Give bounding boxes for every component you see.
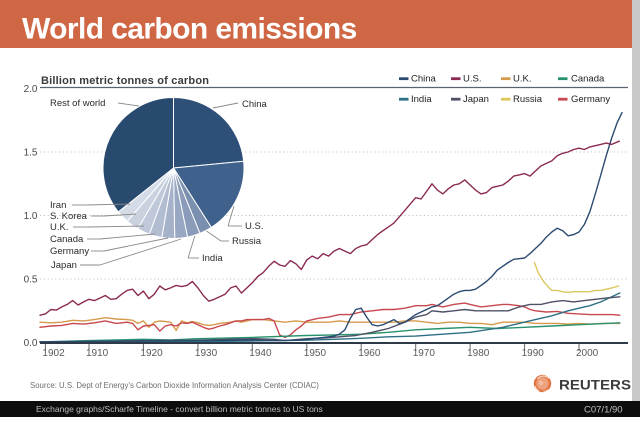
svg-text:U.S.: U.S. <box>245 221 263 232</box>
svg-text:Exchange graphs/Scharfe Timeli: Exchange graphs/Scharfe Timeline - conve… <box>36 404 323 414</box>
svg-text:S. Korea: S. Korea <box>50 211 88 222</box>
svg-text:China: China <box>242 99 268 110</box>
svg-text:U.S.: U.S. <box>463 74 481 85</box>
svg-text:Russia: Russia <box>232 236 262 247</box>
svg-text:Japan: Japan <box>463 94 489 105</box>
svg-text:2000: 2000 <box>576 348 599 359</box>
svg-text:1980: 1980 <box>467 348 490 359</box>
svg-text:1930: 1930 <box>195 348 218 359</box>
svg-text:1902: 1902 <box>42 348 65 359</box>
svg-text:C07/1/90: C07/1/90 <box>584 405 623 416</box>
svg-text:2.0: 2.0 <box>24 84 38 95</box>
svg-text:1950: 1950 <box>304 348 327 359</box>
svg-text:REUTERS: REUTERS <box>559 377 631 393</box>
svg-text:1990: 1990 <box>522 348 545 359</box>
svg-text:1910: 1910 <box>86 348 109 359</box>
svg-text:1920: 1920 <box>140 348 163 359</box>
svg-text:0.0: 0.0 <box>24 338 38 349</box>
svg-text:Canada: Canada <box>571 74 605 85</box>
svg-text:Source: U.S. Dept of Energy’s: Source: U.S. Dept of Energy’s Carbon Dio… <box>30 381 319 390</box>
svg-text:Iran: Iran <box>50 200 66 211</box>
svg-text:0.5: 0.5 <box>24 275 38 286</box>
svg-text:1940: 1940 <box>249 348 272 359</box>
svg-text:1.0: 1.0 <box>24 211 38 222</box>
svg-text:Billion metric tonnes of carbo: Billion metric tonnes of carbon <box>41 75 209 87</box>
svg-text:1970: 1970 <box>413 348 436 359</box>
svg-text:Germany: Germany <box>50 246 89 257</box>
svg-text:Japan: Japan <box>51 260 77 271</box>
svg-text:Russia: Russia <box>513 94 543 105</box>
svg-text:China: China <box>411 74 437 85</box>
svg-text:India: India <box>202 253 223 264</box>
svg-text:U.K.: U.K. <box>513 74 531 85</box>
svg-text:U.K.: U.K. <box>50 222 68 233</box>
svg-text:Canada: Canada <box>50 234 84 245</box>
svg-text:India: India <box>411 94 432 105</box>
svg-text:Germany: Germany <box>571 94 610 105</box>
svg-text:1.5: 1.5 <box>24 148 38 159</box>
svg-text:Rest of world: Rest of world <box>50 98 105 109</box>
svg-text:World carbon emissions: World carbon emissions <box>22 13 357 46</box>
svg-text:1960: 1960 <box>358 348 381 359</box>
